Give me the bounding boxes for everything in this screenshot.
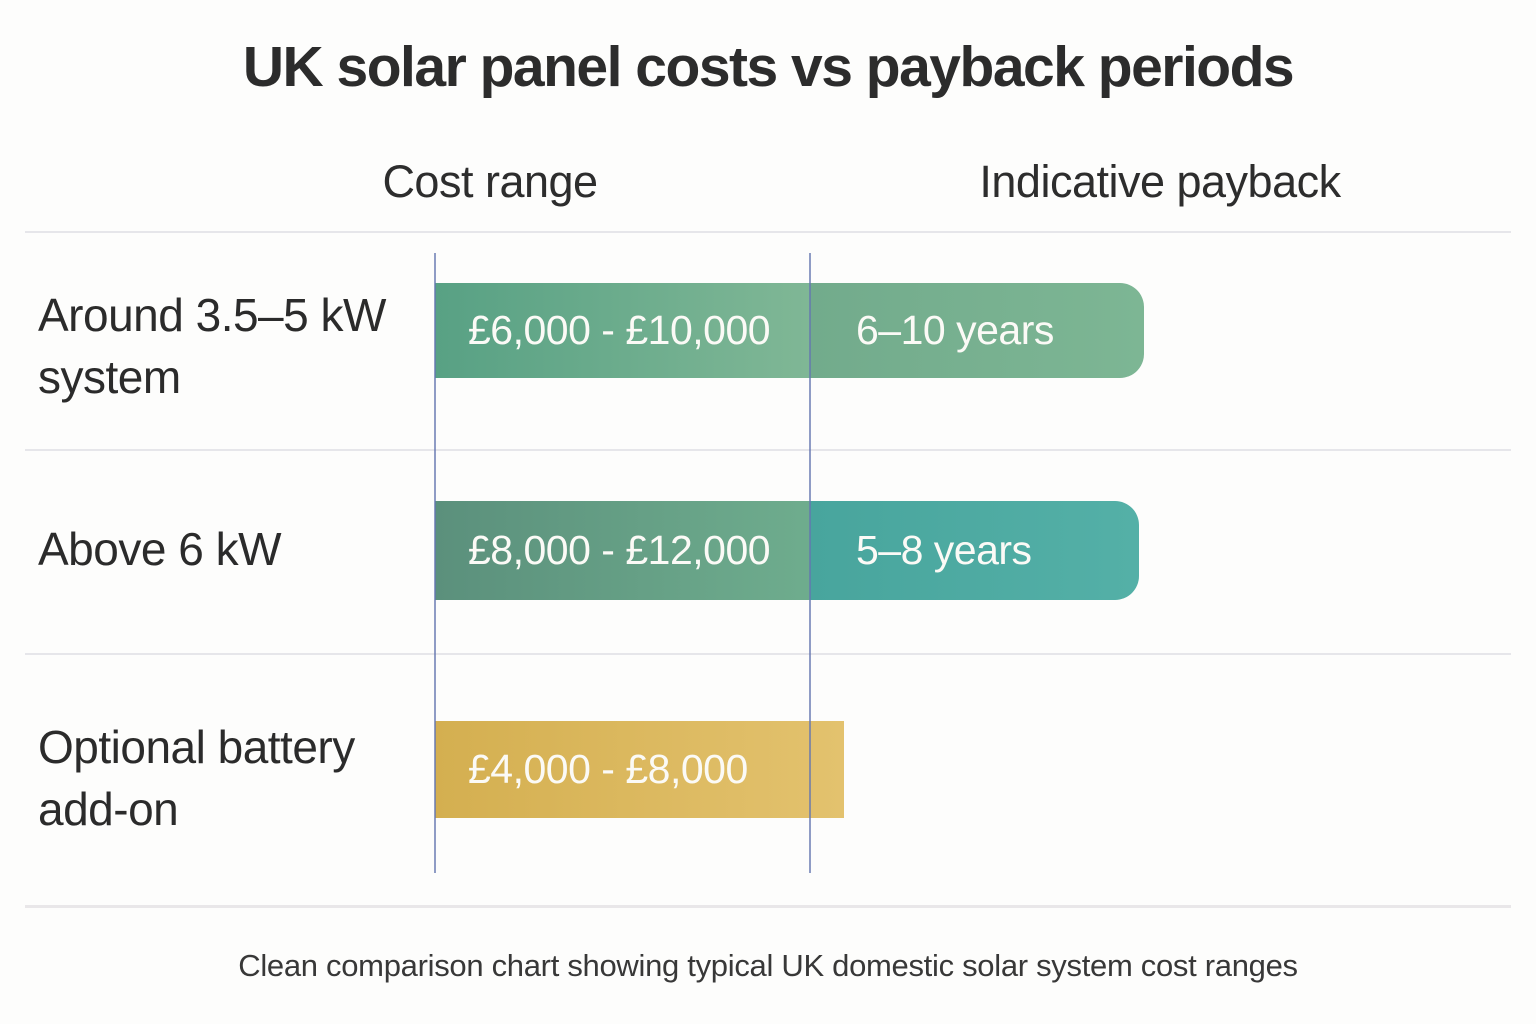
payback-bar-value: 6–10 years	[856, 307, 1054, 353]
cost-bar-value: £8,000 - £12,000	[468, 527, 771, 573]
cost-column-left-guide-line	[434, 253, 436, 873]
payback-bar-row1: 6–10 years	[810, 283, 1144, 378]
cost-bar-row2: £8,000 - £12,000	[435, 501, 843, 600]
column-header-indicative-payback: Indicative payback	[979, 156, 1341, 207]
row-separator-line	[25, 449, 1511, 451]
cost-bar-row3: £4,000 - £8,000	[435, 721, 844, 818]
column-header-cost-range: Cost range	[382, 156, 598, 207]
payback-bar-value: 5–8 years	[856, 527, 1032, 573]
cost-bar-value: £4,000 - £8,000	[468, 746, 748, 792]
cost-column-right-guide-line	[809, 253, 811, 873]
footer-separator-line	[25, 905, 1511, 908]
row-label-line: Around 3.5–5 kW	[38, 289, 386, 341]
header-separator-line	[25, 231, 1511, 233]
row-label-line: Optional battery	[38, 721, 355, 773]
row-label-line: add-on	[38, 783, 179, 835]
row-label-line: Above 6 kW	[38, 523, 282, 575]
row-label-line: system	[38, 351, 181, 403]
row-label-system-small: Around 3.5–5 kW system	[38, 284, 386, 408]
chart-caption: Clean comparison chart showing typical U…	[238, 948, 1298, 983]
row-label-system-large: Above 6 kW	[38, 518, 282, 580]
cost-bar-value: £6,000 - £10,000	[468, 307, 771, 353]
page-title: UK solar panel costs vs payback periods	[242, 35, 1295, 99]
payback-bar-row2: 5–8 years	[810, 501, 1139, 600]
row-separator-line	[25, 653, 1511, 655]
cost-bar-row1: £6,000 - £10,000	[435, 283, 843, 378]
row-label-battery-addon: Optional battery add-on	[38, 716, 355, 840]
